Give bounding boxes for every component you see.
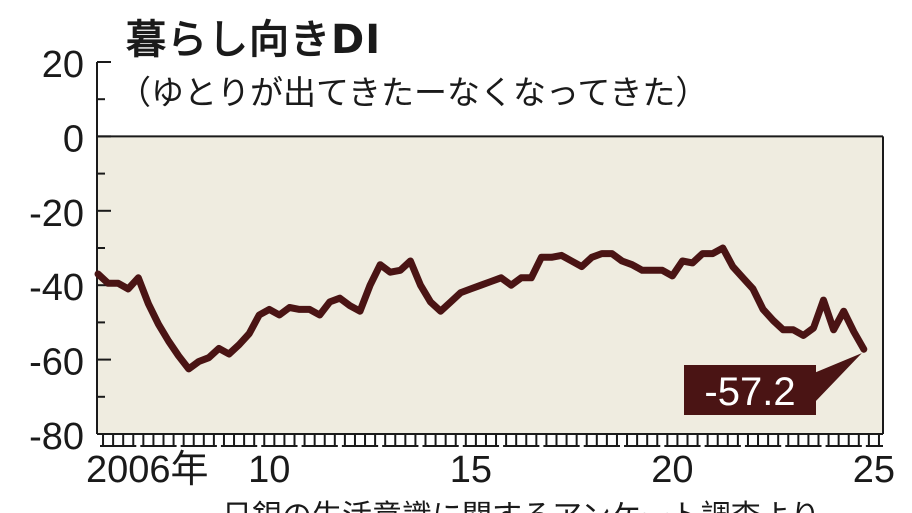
chart-title: 暮らし向きDI (126, 17, 381, 63)
y-tick-label: 0 (63, 118, 84, 160)
y-tick-label: 20 (42, 44, 84, 86)
callout-box (684, 365, 816, 415)
y-tick-label: -80 (29, 416, 84, 458)
y-tick-label: -20 (29, 193, 84, 235)
x-tick-label: 15 (450, 449, 492, 491)
x-tick-label: 20 (651, 449, 693, 491)
x-tick-label: 25 (853, 449, 895, 491)
x-tick-label: 10 (248, 449, 290, 491)
x-tick-label: 2006年 (86, 449, 209, 491)
series-line (94, 244, 868, 373)
y-tick-label: -60 (29, 342, 84, 384)
y-tick-label: -40 (29, 267, 84, 309)
callout-pointer (814, 353, 862, 403)
callout-label: -57.2 (704, 370, 795, 414)
source-note: 日銀の生活意識に関するアンケート調査より (222, 499, 820, 513)
chart-subtitle: （ゆとりが出てきたーなくなってきた） (118, 73, 708, 112)
